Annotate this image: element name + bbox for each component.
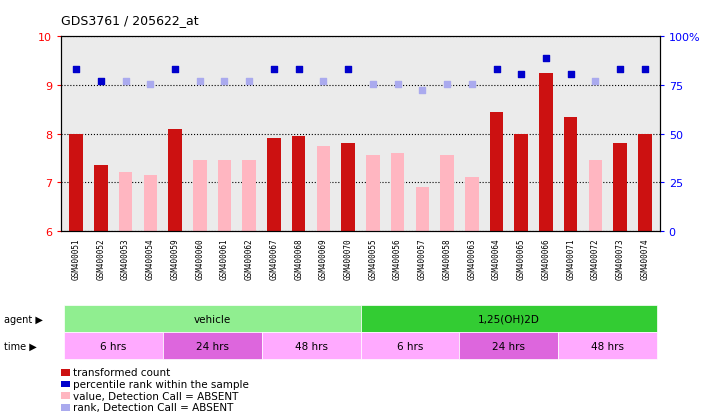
Point: [71, 67, 82, 74]
Text: time ▶: time ▶: [4, 341, 36, 351]
Bar: [119, 173, 133, 231]
Point: [318, 78, 329, 85]
Point: [194, 78, 205, 85]
Bar: [465, 178, 479, 231]
Point: [169, 67, 181, 74]
Bar: [441, 156, 454, 231]
Text: value, Detection Call = ABSENT: value, Detection Call = ABSENT: [73, 391, 238, 401]
Point: [590, 78, 601, 85]
Point: [218, 78, 230, 85]
Bar: [267, 139, 280, 231]
Point: [639, 67, 650, 74]
Point: [466, 81, 477, 88]
Point: [417, 87, 428, 94]
Point: [516, 72, 527, 78]
Bar: [69, 134, 83, 231]
Text: 1,25(OH)2D: 1,25(OH)2D: [478, 314, 540, 324]
Text: 48 hrs: 48 hrs: [591, 341, 624, 351]
Point: [244, 78, 255, 85]
Bar: [292, 137, 306, 231]
Point: [392, 81, 403, 88]
Text: 6 hrs: 6 hrs: [397, 341, 423, 351]
Point: [268, 67, 280, 74]
Bar: [638, 134, 652, 231]
Point: [95, 78, 107, 85]
Bar: [366, 156, 380, 231]
Text: agent ▶: agent ▶: [4, 314, 43, 324]
Bar: [218, 161, 231, 231]
Text: 24 hrs: 24 hrs: [492, 341, 526, 351]
Point: [565, 72, 577, 78]
Bar: [242, 161, 256, 231]
Text: vehicle: vehicle: [193, 314, 231, 324]
Bar: [341, 144, 355, 231]
Point: [293, 67, 304, 74]
Bar: [193, 161, 206, 231]
Point: [120, 78, 131, 85]
Point: [342, 67, 354, 74]
Point: [441, 81, 453, 88]
Bar: [168, 129, 182, 231]
Bar: [94, 166, 107, 231]
Bar: [614, 144, 627, 231]
Bar: [317, 146, 330, 231]
Point: [491, 67, 503, 74]
Bar: [515, 134, 528, 231]
Text: rank, Detection Call = ABSENT: rank, Detection Call = ABSENT: [73, 402, 233, 412]
Text: 24 hrs: 24 hrs: [195, 341, 229, 351]
Point: [144, 81, 156, 88]
Bar: [143, 176, 157, 231]
Text: percentile rank within the sample: percentile rank within the sample: [73, 379, 249, 389]
Bar: [391, 154, 404, 231]
Text: 6 hrs: 6 hrs: [100, 341, 126, 351]
Bar: [539, 74, 553, 231]
Point: [614, 67, 626, 74]
Text: GDS3761 / 205622_at: GDS3761 / 205622_at: [61, 14, 199, 27]
Bar: [588, 161, 602, 231]
Text: 48 hrs: 48 hrs: [295, 341, 327, 351]
Bar: [415, 188, 429, 231]
Point: [367, 81, 379, 88]
Text: transformed count: transformed count: [73, 368, 170, 377]
Bar: [564, 117, 578, 231]
Point: [540, 56, 552, 62]
Bar: [490, 112, 503, 231]
